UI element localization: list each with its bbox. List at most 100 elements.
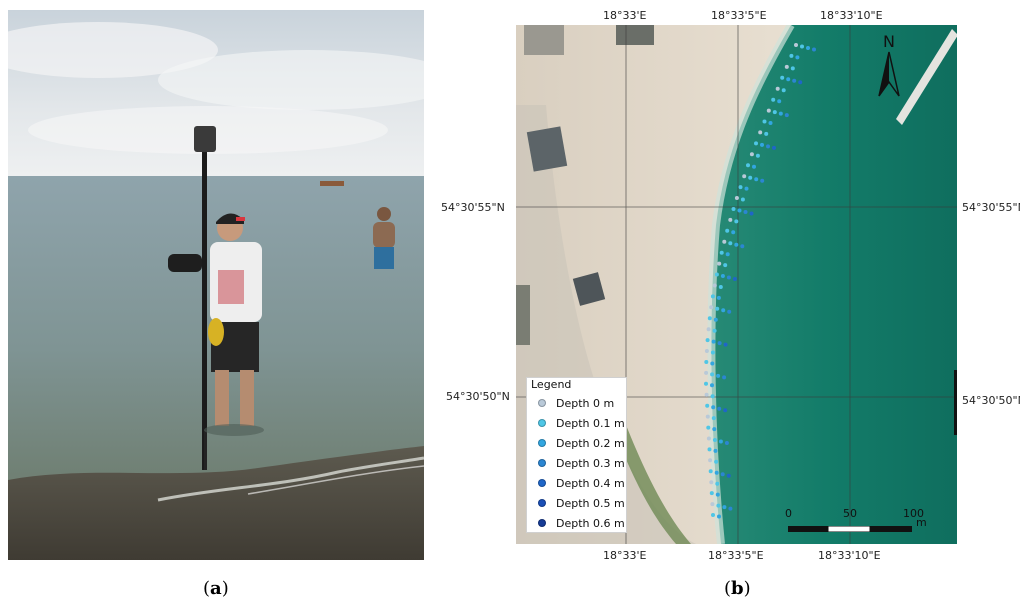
depth-point — [768, 121, 773, 125]
right-lat-label-2: 54°30'50"N — [962, 394, 1020, 407]
depth-point — [715, 306, 720, 311]
depth-point — [760, 178, 765, 183]
legend-item: Depth 0.6 m — [531, 516, 625, 530]
depth-point — [710, 383, 714, 388]
legend-item: Depth 0.3 m — [531, 456, 625, 470]
depth-point — [717, 406, 722, 411]
depth-point — [721, 308, 726, 313]
depth-point — [705, 403, 710, 408]
depth-point — [714, 272, 719, 277]
depth-point — [728, 217, 733, 222]
depth-point — [744, 186, 749, 191]
depth-point — [722, 375, 727, 380]
depth-point — [720, 274, 725, 278]
depth-point — [707, 316, 712, 321]
depth-point — [725, 252, 730, 257]
depth-point — [737, 208, 742, 213]
depth-point — [786, 77, 791, 82]
depth-survey-points — [704, 43, 816, 519]
depth-point — [731, 230, 736, 235]
legend-swatch — [538, 399, 546, 407]
depth-point — [784, 64, 789, 69]
depth-point — [724, 441, 729, 445]
north-arrow-icon: N — [876, 32, 902, 98]
depth-point — [766, 108, 771, 113]
scale-label-100: 100 — [903, 507, 924, 520]
depth-point — [771, 97, 776, 102]
depth-point — [714, 470, 719, 475]
depth-point — [718, 285, 723, 289]
depth-point — [717, 261, 722, 266]
depth-point — [772, 145, 776, 150]
depth-point — [712, 328, 717, 333]
depth-point — [812, 47, 816, 52]
depth-point — [748, 175, 753, 180]
depth-point — [798, 80, 803, 85]
depth-point — [716, 373, 721, 378]
depth-point — [704, 349, 709, 353]
map-legend: Legend Depth 0 m Depth 0.1 m Depth 0.2 m… — [526, 377, 627, 533]
depth-point — [711, 513, 715, 517]
depth-point — [778, 111, 783, 116]
top-lon-label-3: 18°33'10"E — [820, 9, 883, 22]
top-lon-label-1: 18°33'E — [603, 9, 647, 22]
depth-point — [728, 506, 733, 511]
depth-point — [712, 283, 717, 288]
depth-point — [705, 414, 710, 419]
legend-swatch — [538, 419, 546, 427]
legend-swatch — [538, 439, 546, 447]
bottom-lon-label-2: 18°33'5"E — [708, 549, 764, 562]
depth-point — [711, 405, 716, 410]
depth-point — [777, 99, 782, 104]
depth-point — [722, 505, 727, 510]
depth-point — [755, 153, 760, 158]
depth-point — [732, 277, 737, 281]
left-lat-label-1: 54°30'55"N — [441, 201, 505, 214]
scale-label-50: 50 — [843, 507, 857, 520]
depth-point — [749, 152, 754, 157]
depth-point — [715, 492, 720, 497]
depth-point — [706, 436, 711, 441]
depth-point — [710, 502, 715, 507]
legend-title: Legend — [531, 378, 572, 391]
depth-point — [726, 275, 731, 280]
depth-point — [708, 469, 713, 474]
caption-a: (a) — [203, 578, 229, 599]
depth-point — [711, 416, 716, 421]
depth-point — [704, 381, 708, 386]
legend-item: Depth 0.5 m — [531, 496, 625, 510]
depth-point — [718, 439, 723, 444]
depth-point — [716, 295, 721, 300]
depth-point — [725, 228, 730, 233]
depth-point — [715, 481, 720, 486]
scale-unit: m — [916, 516, 927, 529]
depth-point — [734, 196, 739, 200]
depth-point — [762, 119, 767, 124]
legend-item: Depth 0 m — [531, 396, 614, 410]
depth-point — [713, 317, 718, 322]
depth-point — [795, 55, 800, 60]
bottom-lon-label-3: 18°33'10"E — [818, 549, 881, 562]
depth-point — [766, 144, 770, 149]
caption-b: (b) — [724, 578, 751, 599]
depth-point — [790, 66, 795, 71]
depth-point — [704, 392, 709, 397]
depth-point — [713, 448, 718, 453]
scale-bar — [788, 519, 912, 533]
depth-point — [710, 294, 715, 299]
north-label: N — [883, 34, 895, 51]
depth-point — [764, 131, 769, 136]
depth-point — [726, 473, 731, 478]
depth-point — [738, 185, 743, 190]
depth-point — [710, 372, 715, 377]
depth-point — [758, 130, 763, 135]
left-lat-label-2: 54°30'50"N — [446, 390, 510, 403]
depth-point — [772, 110, 777, 115]
depth-point — [710, 394, 715, 399]
depth-point — [723, 408, 728, 413]
depth-point — [711, 339, 716, 344]
depth-point — [784, 113, 789, 118]
depth-point — [712, 438, 717, 442]
legend-item: Depth 0.2 m — [531, 436, 625, 450]
depth-point — [728, 241, 733, 246]
